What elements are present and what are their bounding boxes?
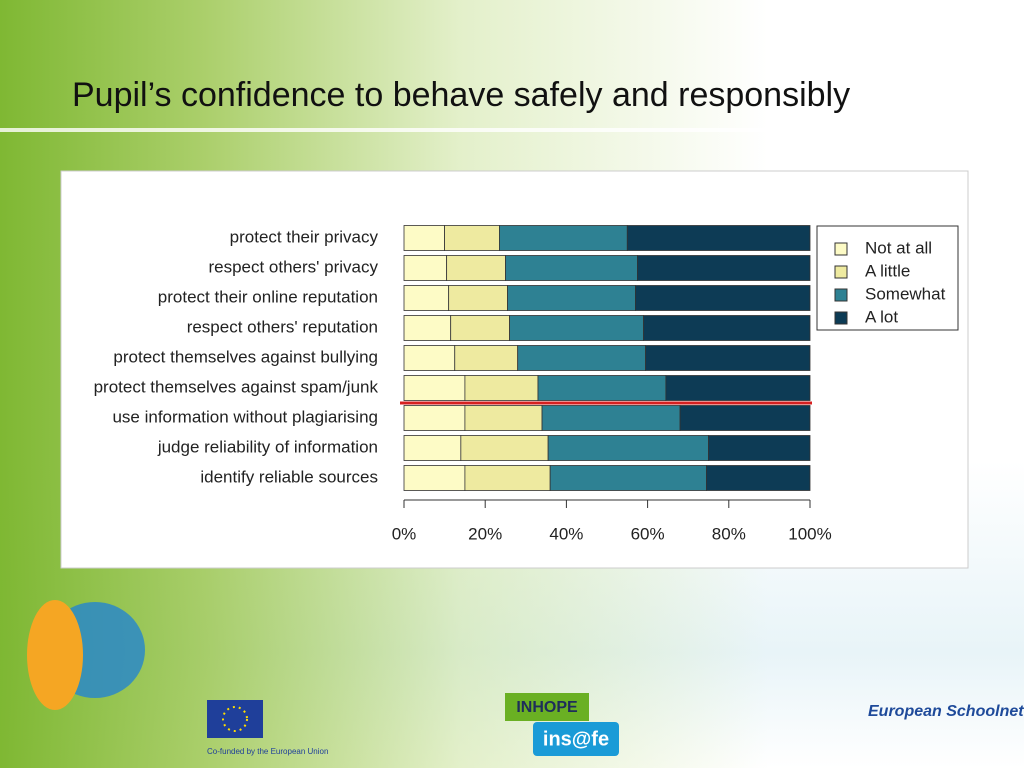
inhope-box — [505, 693, 589, 721]
bar-segment — [446, 255, 506, 281]
y-tick-label: respect others' privacy — [208, 257, 378, 276]
bar-segment — [403, 375, 466, 401]
bar-segment — [637, 255, 811, 281]
x-tick-label: 40% — [549, 524, 583, 543]
bar-segment — [499, 225, 628, 251]
bar-segment — [643, 315, 811, 341]
bar-segment — [403, 465, 466, 491]
eu-stars — [222, 706, 248, 732]
y-tick-label: protect their privacy — [230, 227, 379, 246]
bar-segment — [448, 285, 508, 311]
chart: protect their privacy respect others' pri… — [94, 225, 959, 543]
y-tick-label: protect themselves against bullying — [113, 347, 378, 366]
bar-segment — [507, 285, 636, 311]
y-tick-label: respect others' reputation — [187, 317, 378, 336]
bar-segment — [444, 225, 500, 251]
bar-segment — [403, 255, 448, 281]
legend-swatch — [834, 311, 848, 325]
x-tick-label: 100% — [788, 524, 831, 543]
slide-title: Pupil’s confidence to behave safely and … — [72, 76, 850, 114]
y-tick-label: protect themselves against spam/junk — [94, 377, 379, 396]
bar-segment — [403, 405, 466, 431]
inhope-text: INHOPE — [516, 699, 578, 716]
bar-segment — [537, 375, 667, 401]
bar-segment — [679, 405, 811, 431]
bar-segment — [464, 465, 551, 491]
eu-text: Co-funded by the European Union — [207, 747, 328, 756]
x-tick-label: 20% — [468, 524, 502, 543]
bar-segment — [665, 375, 811, 401]
bar-segment — [626, 225, 811, 251]
bar-segment — [403, 225, 445, 251]
insafe-box — [533, 722, 619, 756]
legend-swatch — [834, 242, 848, 256]
legend-label: Not at all — [865, 238, 932, 257]
bar-segment — [403, 315, 452, 341]
y-tick-label: identify reliable sources — [200, 467, 378, 486]
legend-label: Somewhat — [865, 284, 946, 303]
bar-segment — [464, 375, 539, 401]
bar-segment — [464, 405, 543, 431]
y-tick-label: protect their online reputation — [158, 287, 378, 306]
eu-flag — [207, 700, 263, 738]
legend-label: A lot — [865, 307, 898, 326]
insafe-text: ins@fe — [543, 728, 609, 750]
bar-segment — [403, 285, 450, 311]
legend-swatch — [834, 265, 848, 279]
x-tick-label: 0% — [392, 524, 417, 543]
mascot — [27, 600, 83, 710]
bar-segment — [403, 345, 456, 371]
bar-segment — [454, 345, 519, 371]
bar-segment — [635, 285, 811, 311]
bar-segment — [403, 435, 462, 461]
bar-segment — [450, 315, 510, 341]
y-tick-label: use information without plagiarising — [112, 407, 378, 426]
bar-segment — [517, 345, 646, 371]
schoolnet-text: European Schoolnet — [868, 703, 1024, 720]
bar-segment — [549, 465, 707, 491]
legend-label: A little — [865, 261, 910, 280]
bar-segment — [708, 435, 811, 461]
y-tick-label: judge reliability of information — [157, 437, 378, 456]
bar-segment — [541, 405, 681, 431]
legend-swatch — [834, 288, 848, 302]
x-tick-label: 60% — [631, 524, 665, 543]
title-rule — [0, 128, 1024, 132]
bar-segment — [505, 255, 638, 281]
bar-segment — [509, 315, 644, 341]
x-tick-label: 80% — [712, 524, 746, 543]
bar-segment — [460, 435, 549, 461]
bar-segment — [706, 465, 811, 491]
bar-segment — [645, 345, 811, 371]
bar-segment — [547, 435, 709, 461]
